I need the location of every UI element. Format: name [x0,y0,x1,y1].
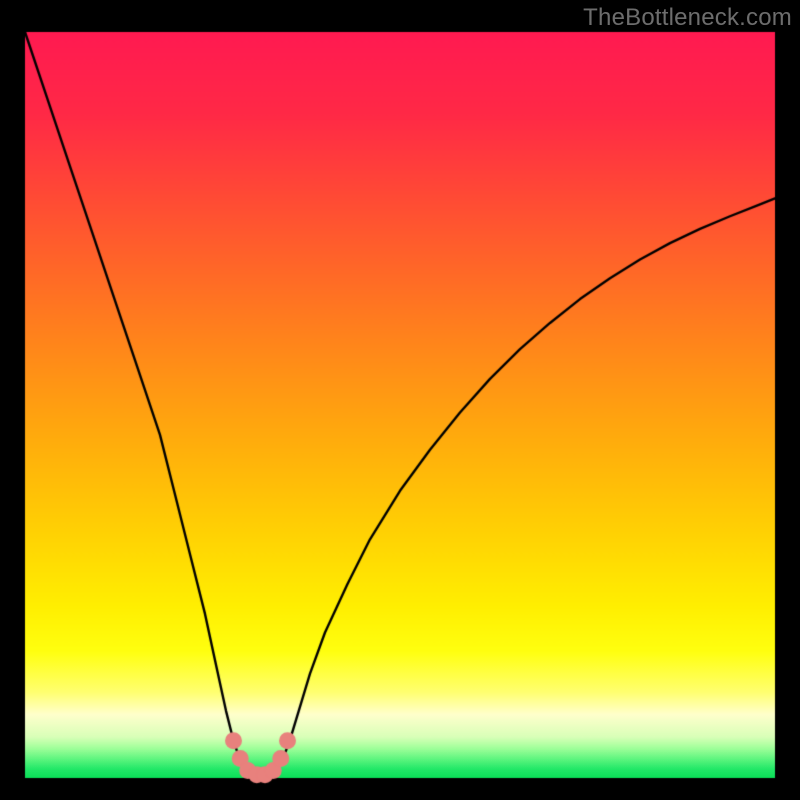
chart-stage: TheBottleneck.com [0,0,800,800]
bottleneck-curve-chart [0,0,800,800]
watermark-text: TheBottleneck.com [583,4,792,32]
